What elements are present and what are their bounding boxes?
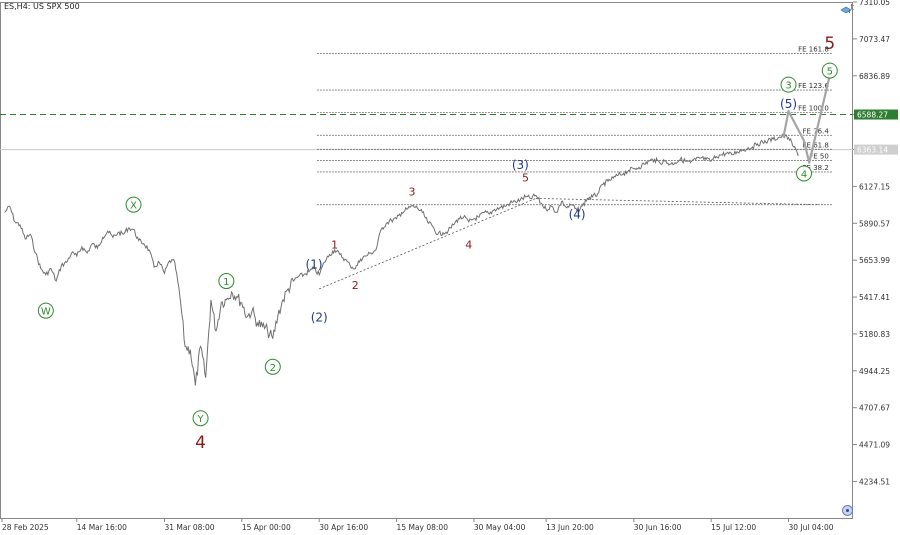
y-tick-label: 5180.83 (859, 330, 890, 339)
wave-label: (5) (780, 97, 797, 111)
y-tick-label: 7073.47 (859, 35, 890, 44)
wave-label: (3) (512, 158, 529, 172)
y-tick-label: 4707.67 (859, 404, 890, 413)
dashed-level-tag (854, 109, 898, 120)
wave-circle (796, 165, 813, 182)
y-tick-label: 6836.89 (859, 72, 890, 81)
x-tick-label: 30 May 04:00 (474, 523, 526, 532)
y-tick-label: 5653.99 (859, 256, 890, 265)
x-tick-label: 15 Jul 12:00 (711, 523, 756, 532)
chart-title: ES,H4: US SPX 500 (4, 2, 80, 11)
dashed-level-tag-label: 6588.27 (857, 111, 888, 120)
wave-label: (4) (569, 208, 586, 222)
fib-level-label: FE 123.6 (798, 82, 829, 90)
wave-label: 1 (223, 277, 229, 288)
y-tick-label: 5417.41 (859, 293, 890, 302)
y-tick-label: 6127.15 (859, 182, 890, 191)
wave-label: Y (197, 414, 205, 425)
wave-circle (192, 410, 209, 427)
fib-level-label: FE 161.8 (798, 45, 829, 53)
wave-label: 4 (195, 433, 206, 453)
x-tick-label: 15 May 08:00 (397, 523, 449, 532)
y-tick-label: 5890.57 (859, 219, 890, 228)
wave-label: (2) (311, 311, 328, 325)
x-tick-label: 13 Jun 20:00 (546, 523, 594, 532)
fib-level-label: FE 38.2 (803, 164, 829, 172)
wave-label: 3 (409, 185, 416, 198)
fib-level-label: FE 61.8 (803, 141, 829, 149)
fib-level-label: FE 100.0 (798, 104, 829, 112)
wave-circle (218, 273, 235, 290)
y-tick-label: 4944.25 (859, 367, 890, 376)
x-tick-label: 28 Feb 2025 (2, 523, 49, 532)
projection-path (782, 75, 831, 164)
x-tick-label: 14 Mar 16:00 (77, 523, 127, 532)
x-tick-label: 30 Jul 04:00 (789, 523, 834, 532)
wave-label: X (130, 201, 137, 212)
wave-circle (264, 358, 281, 375)
y-tick-label: 4471.09 (859, 441, 890, 450)
wave-label: 5 (824, 34, 835, 54)
wave-label: 1 (331, 238, 338, 251)
wave-circle (125, 196, 142, 213)
y-tick-label: 4234.51 (859, 477, 890, 486)
wave-circle (821, 62, 838, 79)
trendline (535, 198, 820, 206)
price-series-line (4, 133, 799, 386)
y-tick-label: 7310.05 (859, 0, 890, 7)
scroll-to-end-button[interactable] (842, 505, 853, 516)
plot-frame (0, 2, 853, 519)
x-tick-label: 30 Jun 16:00 (634, 523, 682, 532)
wave-label: (1) (306, 258, 323, 272)
wave-label: 3 (785, 81, 791, 92)
hat-icon[interactable] (840, 5, 852, 15)
wave-label: 4 (465, 238, 472, 251)
x-tick-label: 15 Apr 00:00 (242, 523, 291, 532)
x-tick-label: 31 Mar 08:00 (164, 523, 214, 532)
current-price-tag-label: 6363.14 (857, 146, 888, 155)
wave-label: 5 (522, 171, 529, 184)
wave-label: 4 (801, 169, 807, 180)
scroll-dot-icon (846, 509, 849, 512)
instrument-description: US SPX 500 (33, 2, 80, 11)
x-tick-label: 30 Apr 16:00 (319, 523, 368, 532)
wave-circle (37, 302, 54, 319)
wave-circle (780, 76, 797, 93)
wave-label: 5 (827, 67, 833, 78)
wave-label: W (41, 307, 51, 318)
trendline (319, 198, 536, 290)
current-price-tag (854, 144, 898, 155)
symbol-label: ES,H4: (4, 2, 31, 11)
fib-level-label: FE 50 (809, 153, 829, 161)
wave-label: 2 (352, 279, 359, 292)
wave-label: 2 (270, 363, 276, 374)
